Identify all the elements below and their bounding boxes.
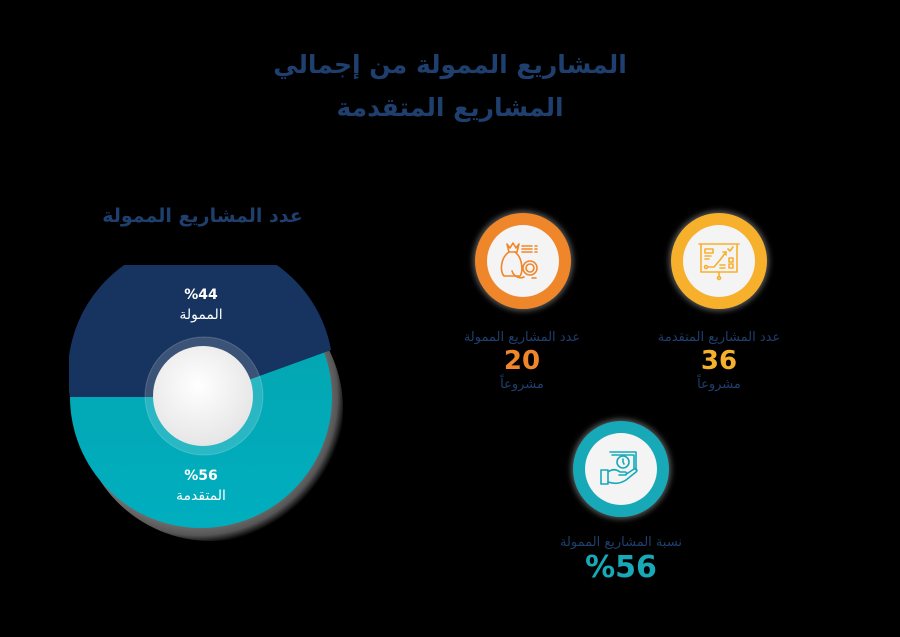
applied-kpi-badge <box>671 213 767 309</box>
funded-label: الممولة <box>179 307 223 323</box>
applied-kpi-value: 36 <box>700 346 738 376</box>
funded-kpi-unit: مشروعاً <box>500 377 544 392</box>
slice-label-applied: %56 المتقدمة <box>131 468 271 504</box>
funded-kpi-badge <box>475 213 571 309</box>
applied-pct: %56 <box>184 468 218 484</box>
ratio-kpi-label: نسبة المشاريع الممولة <box>559 535 683 550</box>
ratio-kpi-badge <box>573 421 669 517</box>
applied-kpi-label: عدد المشاريع المتقدمة <box>657 330 781 345</box>
page-title-line-2: المشاريع المتقدمة <box>336 93 564 122</box>
pie-chart-heading: عدد المشاريع الممولة <box>102 205 303 227</box>
ratio-kpi: نسبة المشاريع الممولة %56 <box>521 535 721 586</box>
applied-kpi-unit: مشروعاً <box>697 377 741 392</box>
pie-chart: %44 الممولة %56 المتقدمة <box>69 265 343 541</box>
hand-money-icon <box>600 451 638 485</box>
funded-kpi: عدد المشاريع الممولة 20 مشروعاً <box>422 330 622 392</box>
page-title-line-1: المشاريع الممولة من إجمالي <box>273 50 627 79</box>
donut-chart-svg <box>69 265 332 528</box>
funded-pct: %44 <box>184 287 218 303</box>
donut-center <box>153 346 253 446</box>
applied-kpi: عدد المشاريع المتقدمة 36 مشروعاً <box>619 330 819 392</box>
funded-kpi-value: 20 <box>503 346 541 376</box>
slice-label-funded: %44 الممولة <box>131 287 271 323</box>
ratio-kpi-value: %56 <box>585 550 657 585</box>
presentation-chart-icon <box>698 243 740 281</box>
applied-label: المتقدمة <box>176 488 226 504</box>
funded-kpi-label: عدد المشاريع الممولة <box>463 330 581 345</box>
money-bag-icon <box>500 242 538 279</box>
